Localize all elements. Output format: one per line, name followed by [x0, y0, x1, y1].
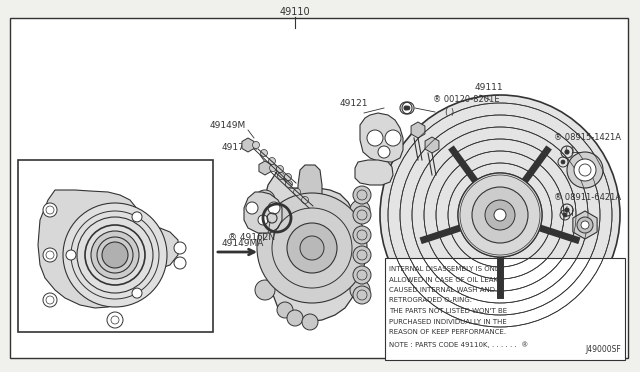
Circle shape — [404, 106, 408, 110]
Circle shape — [174, 257, 186, 269]
Text: 49110: 49110 — [280, 7, 310, 17]
Polygon shape — [425, 137, 439, 153]
Polygon shape — [242, 138, 254, 152]
Polygon shape — [298, 165, 322, 205]
Circle shape — [268, 202, 280, 214]
Circle shape — [257, 193, 367, 303]
Circle shape — [287, 310, 303, 326]
Text: PURCHASED INDIVIDUALLY IN THE: PURCHASED INDIVIDUALLY IN THE — [389, 318, 507, 324]
Polygon shape — [262, 170, 363, 322]
Circle shape — [472, 187, 528, 243]
Circle shape — [574, 159, 596, 181]
Circle shape — [577, 217, 593, 233]
Text: REASON OF KEEP PERFORMANCE.: REASON OF KEEP PERFORMANCE. — [389, 329, 506, 335]
Text: ® 08915-1421A: ® 08915-1421A — [554, 134, 621, 142]
Circle shape — [277, 302, 293, 318]
Circle shape — [43, 203, 57, 217]
Circle shape — [301, 196, 308, 203]
Circle shape — [285, 173, 291, 180]
Circle shape — [269, 164, 276, 171]
Circle shape — [458, 173, 542, 257]
Circle shape — [565, 150, 569, 154]
Text: 49170M: 49170M — [222, 144, 259, 153]
Text: ® 00120-8201E: ® 00120-8201E — [433, 96, 499, 105]
Circle shape — [132, 288, 142, 298]
Circle shape — [563, 213, 567, 217]
Circle shape — [353, 266, 371, 284]
Circle shape — [565, 208, 569, 212]
Circle shape — [285, 180, 292, 187]
Circle shape — [385, 130, 401, 146]
Circle shape — [102, 242, 128, 268]
Text: INTERNAL DISASSEMBLY IS ONLY: INTERNAL DISASSEMBLY IS ONLY — [389, 266, 502, 272]
Circle shape — [269, 157, 275, 164]
Polygon shape — [573, 211, 597, 239]
Circle shape — [458, 173, 542, 257]
FancyBboxPatch shape — [10, 18, 628, 358]
Text: ALLOWED IN CASE OF OIL LEAK: ALLOWED IN CASE OF OIL LEAK — [389, 276, 498, 282]
Circle shape — [300, 236, 324, 260]
Text: ® 49162N: ® 49162N — [228, 234, 275, 243]
Text: NOTE : PARTS CODE 49110K, . . . . . .  ®: NOTE : PARTS CODE 49110K, . . . . . . ® — [389, 341, 529, 348]
Circle shape — [581, 221, 589, 229]
Circle shape — [302, 314, 318, 330]
Circle shape — [278, 173, 285, 180]
Circle shape — [246, 202, 258, 214]
Text: ( ): ( ) — [565, 145, 574, 154]
Circle shape — [255, 280, 275, 300]
Circle shape — [43, 293, 57, 307]
Text: THE PARTS NOT LISTED WON'T BE: THE PARTS NOT LISTED WON'T BE — [389, 308, 507, 314]
Text: RETROGRADED O-RING.: RETROGRADED O-RING. — [389, 298, 472, 304]
Text: 49149MA: 49149MA — [222, 238, 264, 247]
Circle shape — [353, 226, 371, 244]
Text: ( ): ( ) — [445, 108, 454, 116]
Circle shape — [367, 130, 383, 146]
Circle shape — [276, 166, 284, 173]
Circle shape — [91, 231, 139, 279]
Circle shape — [260, 150, 268, 157]
Circle shape — [406, 106, 410, 110]
Text: J49000SF: J49000SF — [585, 345, 621, 354]
Polygon shape — [259, 161, 271, 175]
Circle shape — [353, 186, 371, 204]
Circle shape — [353, 206, 371, 224]
Text: ® 08911-6421A: ® 08911-6421A — [554, 193, 621, 202]
Polygon shape — [360, 113, 403, 162]
Text: CAUSED INTERNAL WASH AND: CAUSED INTERNAL WASH AND — [389, 287, 495, 293]
Circle shape — [380, 95, 620, 335]
Polygon shape — [355, 160, 393, 185]
FancyBboxPatch shape — [18, 160, 213, 332]
Circle shape — [107, 312, 123, 328]
Circle shape — [494, 209, 506, 221]
Circle shape — [350, 280, 370, 300]
Text: 49149M: 49149M — [210, 121, 246, 129]
Circle shape — [353, 246, 371, 264]
Circle shape — [567, 152, 603, 188]
Text: ( ): ( ) — [565, 205, 574, 215]
Circle shape — [132, 212, 142, 222]
Polygon shape — [38, 190, 178, 308]
Polygon shape — [244, 192, 282, 233]
Polygon shape — [411, 122, 425, 138]
Circle shape — [66, 250, 76, 260]
FancyBboxPatch shape — [385, 258, 625, 360]
Circle shape — [485, 200, 515, 230]
Circle shape — [43, 248, 57, 262]
Circle shape — [378, 146, 390, 158]
Circle shape — [561, 160, 565, 164]
Circle shape — [287, 223, 337, 273]
Circle shape — [258, 215, 268, 225]
Circle shape — [353, 286, 371, 304]
Circle shape — [63, 203, 167, 307]
Circle shape — [255, 190, 275, 210]
Circle shape — [294, 189, 301, 196]
Circle shape — [174, 242, 186, 254]
Text: 49121: 49121 — [340, 99, 369, 108]
Circle shape — [350, 200, 370, 220]
Circle shape — [253, 141, 259, 148]
Text: 49111: 49111 — [475, 83, 504, 93]
